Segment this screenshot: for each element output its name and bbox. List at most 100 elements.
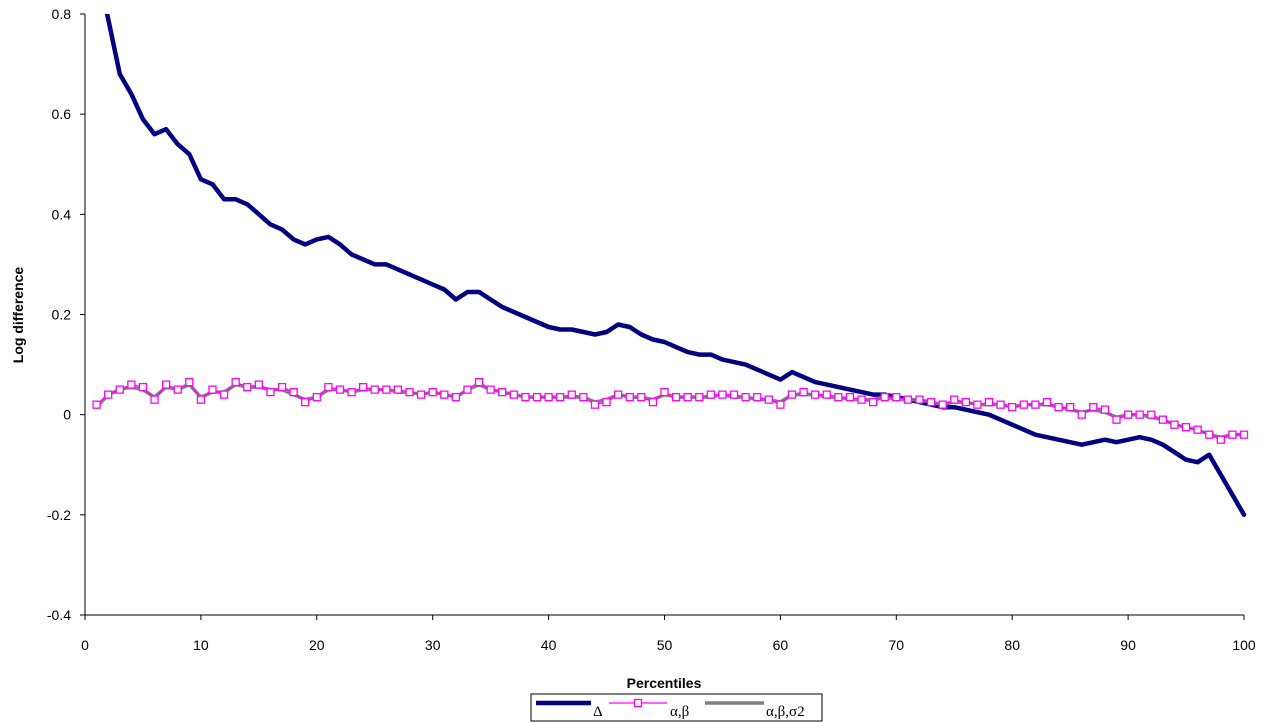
series-2-point: [776, 400, 785, 409]
series-2-point: [961, 397, 970, 407]
series-2-point: [289, 387, 298, 397]
series-2-point: [741, 392, 750, 402]
x-tick-label: 30: [425, 637, 441, 653]
y-tick-label: 0.6: [52, 106, 72, 122]
series-2-point: [695, 392, 704, 402]
series-2-point: [254, 380, 264, 389]
series-layer: [92, 14, 1249, 518]
series-2-point: [671, 392, 681, 402]
series-3-group: [94, 382, 1246, 439]
x-axis-title: Percentiles: [627, 675, 702, 691]
series-2-point: [544, 392, 553, 402]
series-2-point: [590, 400, 600, 409]
x-tick-label: 0: [81, 637, 89, 653]
series-2-point: [973, 400, 982, 409]
x-tick-label: 70: [889, 637, 905, 653]
series-2-point: [1019, 400, 1028, 409]
series-2-point: [613, 390, 623, 399]
series-2-point: [463, 385, 472, 394]
plot-area: -0.4 -0.2 0 0.2 0.4 0.6 0.8 0 10 20 30 40 50 60 70 80 90…: [47, 6, 1256, 653]
series-2-point: [984, 397, 994, 407]
series-2-point: [115, 385, 124, 394]
series-1-line: [104, 14, 1247, 518]
series-2-point: [1181, 423, 1191, 432]
series-2-point: [347, 387, 356, 397]
series-2-point: [880, 392, 889, 402]
series-2-point: [474, 377, 484, 387]
series-2-point: [1123, 410, 1133, 419]
y-tick-label: 0.2: [52, 307, 72, 323]
x-tick-label: 100: [1232, 637, 1256, 653]
series-2-point: [416, 390, 426, 399]
series-2-point: [996, 400, 1005, 409]
y-tick-label: 0.4: [52, 206, 72, 222]
x-tick-label: 40: [541, 637, 557, 653]
series-2-point: [324, 382, 333, 392]
series-2-point: [892, 392, 901, 402]
series-2-point: [428, 387, 437, 397]
series-2-point: [1135, 410, 1144, 419]
series-2-point: [625, 392, 634, 402]
series-2-point: [683, 392, 692, 402]
series-2-point: [208, 385, 217, 394]
series-2-point: [1205, 430, 1214, 439]
series-2-point: [1239, 430, 1249, 439]
series-1-group: [104, 14, 1247, 518]
x-tick-label: 80: [1004, 637, 1020, 653]
y-tick-label: -0.2: [47, 507, 71, 523]
series-2-point: [1054, 403, 1063, 412]
series-2-point: [799, 387, 808, 397]
series-2-point: [648, 397, 658, 407]
series-2-point: [312, 392, 321, 402]
series-2-point: [903, 395, 913, 404]
series-2-point: [926, 397, 936, 407]
series-2-point: [127, 380, 136, 389]
series-2-point: [579, 392, 588, 402]
x-tick-label: 90: [1120, 637, 1136, 653]
series-2-point: [1066, 403, 1075, 412]
series-3-line: [94, 382, 1246, 439]
series-2-point: [822, 390, 831, 399]
series-2-point: [150, 395, 159, 404]
series-2-point: [1112, 415, 1121, 424]
legend-label-3: α,β,σ2: [766, 704, 805, 720]
series-2-point: [950, 395, 959, 404]
legend-marker-2: [633, 698, 643, 708]
series-2-point: [440, 390, 449, 399]
series-2-point: [753, 392, 762, 402]
series-2-point: [219, 390, 229, 399]
series-2-point: [92, 400, 101, 409]
series-2-point: [405, 387, 414, 397]
series-2-point: [938, 400, 947, 409]
legend-label-1: Δ: [593, 704, 603, 720]
y-tick-label: -0.4: [47, 607, 71, 623]
series-2-point: [173, 385, 182, 394]
series-2-group: [92, 377, 1249, 444]
series-2-point: [138, 382, 148, 392]
series-2-point: [521, 392, 530, 402]
series-2-point: [231, 377, 240, 387]
series-2-point: [1228, 430, 1237, 439]
series-2-point: [277, 382, 287, 392]
series-2-point: [266, 387, 275, 397]
series-2-point: [335, 385, 345, 394]
series-2-point: [486, 385, 495, 394]
series-2-point: [451, 392, 461, 402]
series-2-point: [1193, 425, 1202, 434]
y-tick-label: 0: [63, 407, 71, 423]
series-2-line: [95, 381, 1245, 441]
series-2-point: [1031, 400, 1040, 409]
series-2-point: [1077, 410, 1086, 419]
series-2-point: [1089, 403, 1098, 412]
series-2-point: [185, 377, 194, 387]
legend-label-2: α,β: [670, 704, 689, 720]
series-2-point: [532, 392, 542, 402]
series-2-point: [1158, 415, 1168, 424]
series-2-point: [718, 390, 727, 399]
series-2-point: [637, 392, 646, 402]
series-2-point: [1147, 410, 1156, 419]
series-2-point: [764, 395, 773, 404]
series-2-point: [509, 390, 518, 399]
